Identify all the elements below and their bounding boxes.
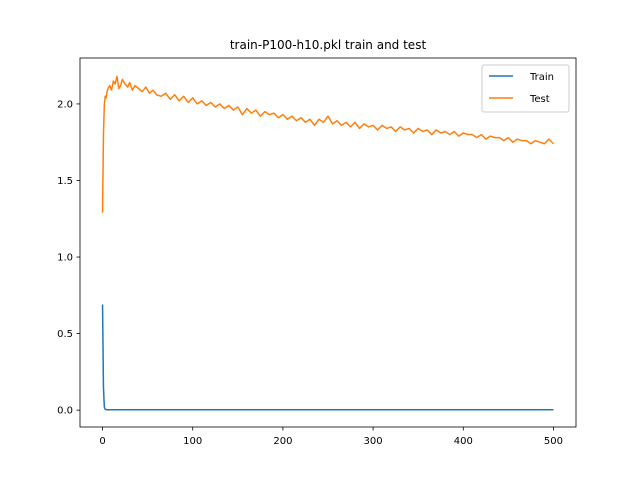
legend: Train Test xyxy=(481,64,570,113)
series-line-test xyxy=(101,75,554,213)
x-tick-label: 500 xyxy=(544,436,563,447)
chart-title: train-P100-h10.pkl train and test xyxy=(230,38,427,52)
y-axis: 0.0 0.5 1.0 1.5 2.0 xyxy=(57,99,80,417)
y-tick-label: 1.0 xyxy=(57,253,73,264)
y-tick-label: 1.5 xyxy=(57,176,73,187)
y-tick-label: 0.0 xyxy=(57,406,73,417)
x-tick-label: 300 xyxy=(364,436,383,447)
x-tick-label: 400 xyxy=(454,436,473,447)
x-tick-label: 0 xyxy=(99,436,105,447)
series-line-train xyxy=(101,304,554,411)
legend-label-test: Test xyxy=(529,94,550,105)
axes-frame xyxy=(79,57,577,428)
x-tick-label: 100 xyxy=(183,436,202,447)
y-tick-label: 2.0 xyxy=(57,99,73,110)
y-tick-label: 0.5 xyxy=(57,329,73,340)
plot-area: 0 100 200 300 400 500 0.0 0.5 1.0 1.5 2.0 xyxy=(57,57,577,447)
series-layer xyxy=(101,75,554,411)
x-axis: 0 100 200 300 400 500 xyxy=(99,427,563,447)
x-tick-label: 200 xyxy=(273,436,292,447)
legend-box xyxy=(481,64,570,113)
legend-label-train: Train xyxy=(529,72,554,83)
